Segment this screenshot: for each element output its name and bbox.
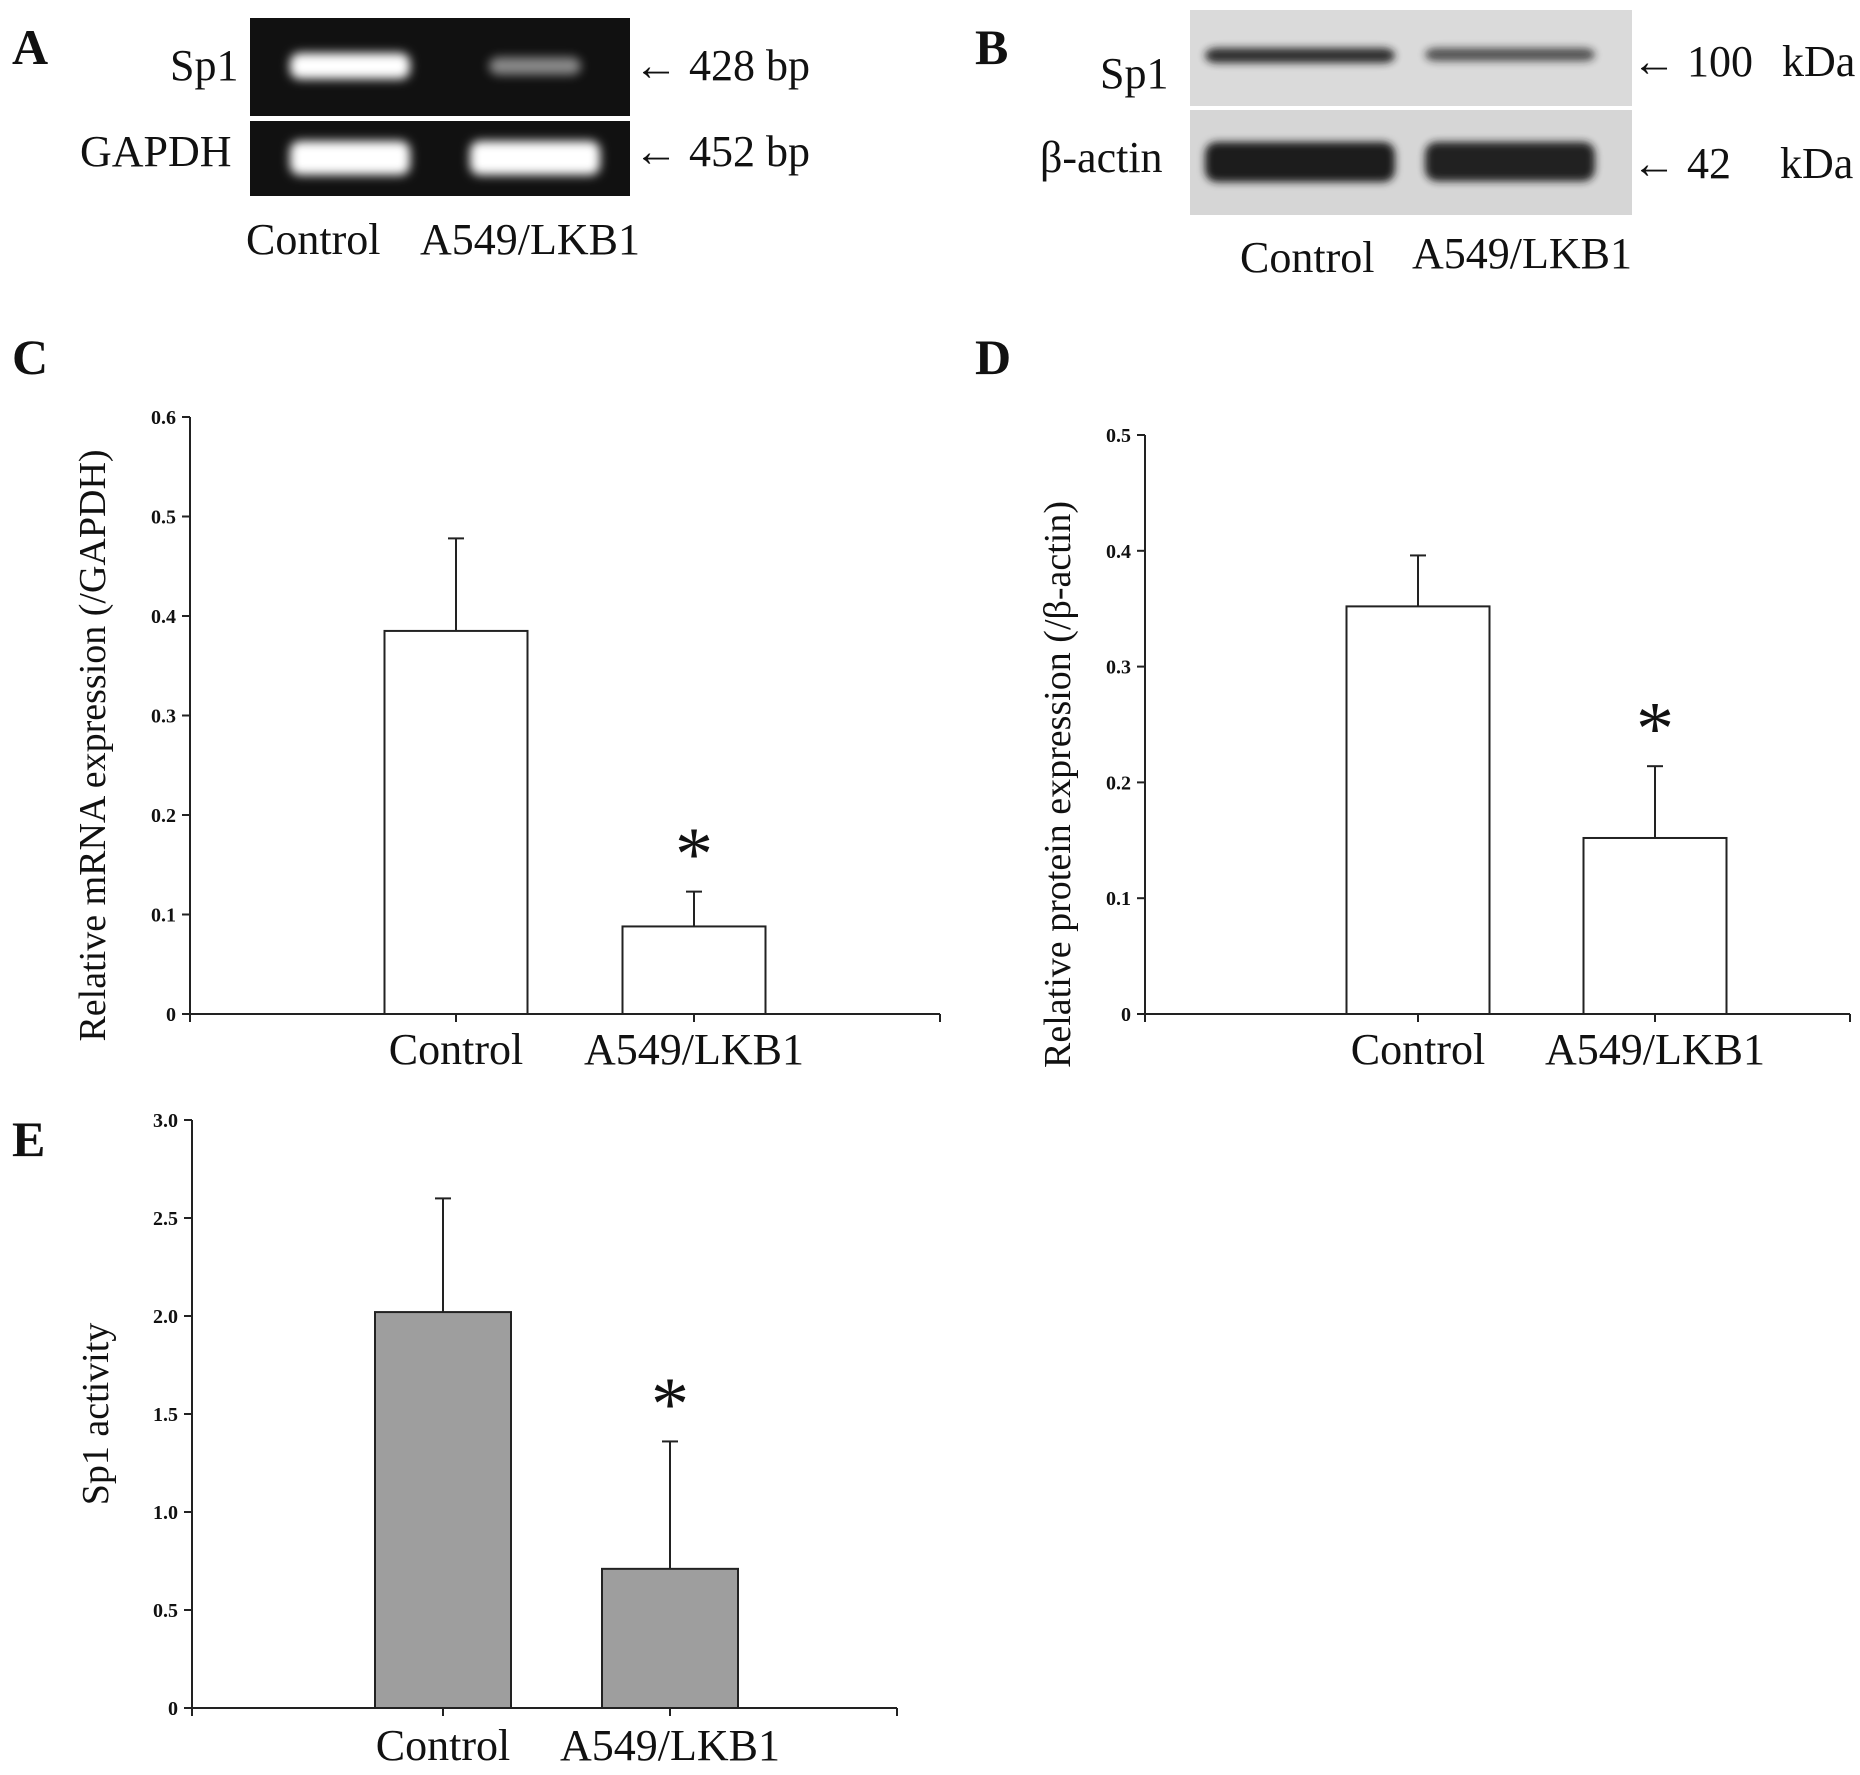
significance-star: * <box>651 1362 689 1446</box>
y-tick-label: 1.5 <box>153 1404 178 1426</box>
blot-band-beta-actin-0 <box>1205 142 1395 182</box>
y-tick-label: 0 <box>168 1698 178 1720</box>
x-category-label: Control <box>389 1025 523 1074</box>
size-marker-sp1: ← 428 bp <box>634 40 810 91</box>
blot-row-label-beta-actin: β-actin <box>1040 133 1163 182</box>
size-marker-100-text: 100 <box>1687 37 1753 86</box>
unit-kda-actin: kDa <box>1780 139 1854 188</box>
significance-star: * <box>1636 687 1674 771</box>
arrow-left-icon: ← <box>634 127 678 176</box>
significance-star: * <box>675 813 713 897</box>
panel-a-letter: A <box>12 19 49 75</box>
x-category-label: A549/LKB1 <box>584 1025 804 1074</box>
y-tick-label: 0.4 <box>151 606 176 628</box>
y-tick-label: 2.0 <box>153 1306 178 1328</box>
unit-kda-sp1: kDa <box>1782 37 1856 86</box>
y-tick-label: 0.3 <box>151 706 176 728</box>
arrow-left-icon: ← <box>634 41 678 90</box>
y-tick-label: 0.2 <box>151 805 176 827</box>
bar-a549-lkb1 <box>621 925 767 1015</box>
gel-band-sp1-0 <box>290 53 410 79</box>
panel-e-letter: E <box>12 1111 46 1167</box>
y-tick-label: 3.0 <box>153 1110 178 1132</box>
bar-a549-lkb1 <box>601 1567 739 1709</box>
blot-image-b <box>1190 10 1632 215</box>
y-tick-label: 1.0 <box>153 1502 178 1524</box>
gel-band-gapdh-1 <box>470 141 600 175</box>
blot-band-beta-actin-1 <box>1425 142 1595 182</box>
gel-image-a <box>250 18 630 196</box>
size-marker-42-text: 42 <box>1687 139 1731 188</box>
arrow-left-icon: ← <box>1632 139 1676 188</box>
y-axis-label: Relative mRNA expression (/GAPDH) <box>72 449 114 1041</box>
panel-b-letter: B <box>975 19 1009 75</box>
size-marker-42kda: ← 42 kDa <box>1632 138 1853 189</box>
x-category-label: Control <box>376 1721 510 1770</box>
x-category-label: A549/LKB1 <box>1545 1025 1765 1074</box>
gel-row-label-gapdh: GAPDH <box>80 127 232 176</box>
y-axis-label: Sp1 activity <box>75 1323 117 1506</box>
size-marker-gapdh: ← 452 bp <box>634 126 810 177</box>
panel-c-letter: C <box>12 329 49 385</box>
bar-control <box>383 629 529 1015</box>
size-marker-100kda: ← 100 kDa <box>1632 36 1855 87</box>
x-category-label: A549/LKB1 <box>560 1721 780 1770</box>
bar-chart-e: 0 0.5 1.0 1.5 2.0 2.5 3.0 Control * A549/LKB1 Sp1 … <box>75 1110 898 1770</box>
y-tick-label: 0.4 <box>1106 541 1131 563</box>
y-tick-label: 0.2 <box>1106 772 1131 794</box>
y-axis-label: Relative protein expression (/β-actin) <box>1040 501 1079 1068</box>
gel-band-gapdh-0 <box>290 141 410 175</box>
y-tick-label: 0.3 <box>1106 657 1131 679</box>
bar-chart-c: 0 0.1 0.2 0.3 0.4 0.5 0.6 Control * A549/LKB1 Rela… <box>72 407 941 1074</box>
y-tick-label: 0.1 <box>151 905 176 927</box>
y-tick-label: 0.1 <box>1106 888 1131 910</box>
y-tick-label: 0.5 <box>1106 425 1131 447</box>
gel-band-sp1-1 <box>489 57 581 75</box>
blot-band-sp1-1 <box>1425 48 1595 62</box>
y-tick-label: 0.5 <box>153 1600 178 1622</box>
bar-chart-d: 0 0.1 0.2 0.3 0.4 0.5 Control * A549/LKB1 Relativ… <box>1040 425 1851 1074</box>
lane-label-lkb1-a: A549/LKB1 <box>420 215 640 264</box>
y-tick-label: 2.5 <box>153 1208 178 1230</box>
y-tick-label: 0.6 <box>151 407 176 429</box>
y-tick-label: 0.5 <box>151 507 176 529</box>
size-marker-gapdh-text: 452 bp <box>689 127 810 176</box>
size-marker-sp1-text: 428 bp <box>689 41 810 90</box>
bar-a549-lkb1 <box>1582 836 1728 1016</box>
lane-label-control-b: Control <box>1240 233 1375 282</box>
bar-control <box>1345 605 1491 1015</box>
lane-label-control-a: Control <box>246 215 381 264</box>
blot-band-sp1-0 <box>1205 48 1395 64</box>
panel-d-letter: D <box>975 329 1012 385</box>
arrow-left-icon: ← <box>1632 37 1676 86</box>
y-tick-label: 0 <box>1121 1004 1131 1026</box>
lane-label-lkb1-b: A549/LKB1 <box>1412 229 1632 278</box>
x-category-label: Control <box>1351 1025 1485 1074</box>
gel-row-label-sp1: Sp1 <box>170 41 239 90</box>
y-tick-label: 0 <box>166 1004 176 1026</box>
bar-control <box>374 1311 512 1710</box>
blot-row-label-sp1: Sp1 <box>1100 49 1169 98</box>
